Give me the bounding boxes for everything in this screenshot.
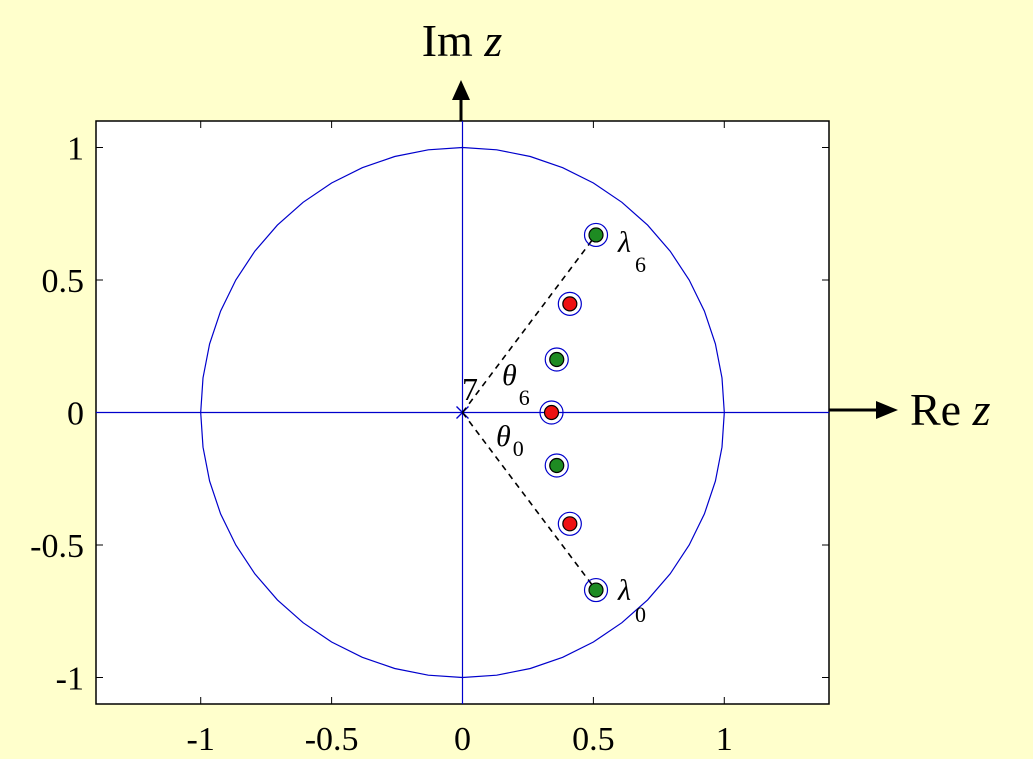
theta-0-label: θ0 [496,420,524,461]
x-tick-label: 1 [716,721,733,758]
theta-0-dashed-line [461,412,597,591]
lambda-0-label: λ0 [617,574,646,627]
y-tick-label: 0.5 [42,263,85,300]
filled-point-dot [562,516,578,532]
zero-open-circle [557,291,582,316]
x-tick-label: 0.5 [572,721,615,758]
filled-point-dot [562,296,578,312]
x-tick-label: 0 [454,721,471,758]
y-tick-label: 1 [67,131,84,168]
filled-point-dot [588,582,604,598]
zero-open-circle [544,453,569,478]
y-tick-label: -1 [56,661,84,698]
filled-point-dot [543,404,560,421]
x-tick-label: -0.5 [305,721,359,758]
filled-point-dot [549,351,565,368]
x-axis-title: Re z [910,384,991,435]
y-tick-label: 0 [67,396,84,433]
zero-open-circle [544,347,569,372]
y-tick-label: -0.5 [30,528,84,565]
labels-layer: -1 -0.5 0 0.5 1 1 0.5 0 -0.5 -1 [30,131,733,759]
x-tick-label: -1 [187,721,215,758]
theta-6-label: θ6 [502,359,530,410]
filled-point-dot [549,457,565,474]
re-axis-arrowhead [876,401,898,419]
zero-open-circle [583,577,609,603]
theta-6-dashed-line [461,234,597,413]
pole-count-label: 7 [462,371,478,407]
im-axis-arrowhead [452,80,470,100]
y-axis-title: Im z [422,15,503,66]
zero-open-circle [539,400,564,425]
filled-point-dot [588,227,604,243]
zero-open-circle [557,511,582,536]
lambda-6-label: λ6 [617,226,646,277]
unit-circle [200,146,725,679]
curves-layer [96,121,829,704]
zero-open-circle [583,222,609,248]
marks-layer [539,222,609,603]
